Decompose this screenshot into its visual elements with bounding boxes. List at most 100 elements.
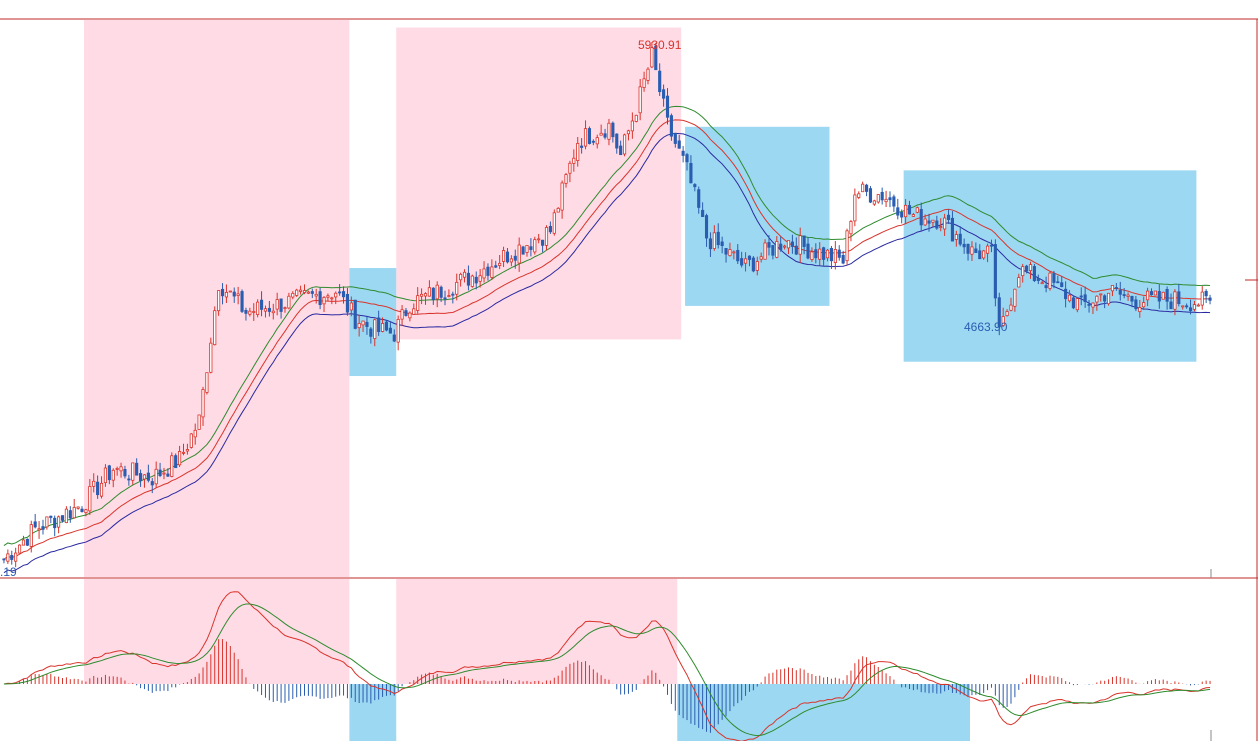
candle-body: [630, 120, 634, 132]
candle-body: [1173, 291, 1177, 310]
candle-body: [521, 246, 525, 255]
candle-body: [763, 242, 767, 260]
candle-body: [361, 320, 365, 326]
candle-body: [853, 194, 857, 222]
candle-body: [993, 244, 997, 299]
candle-body: [271, 310, 275, 314]
candle-body: [1169, 301, 1173, 310]
candle-body: [884, 198, 888, 203]
candle-body: [326, 295, 330, 298]
candle-body: [25, 538, 29, 546]
candle-body: [724, 248, 728, 255]
candle-body: [310, 291, 314, 294]
candle-body: [49, 515, 53, 518]
left-price-label: .19: [0, 565, 17, 579]
candle-body: [494, 265, 498, 268]
candle-body: [252, 311, 256, 313]
moving-average-line: [3, 119, 1211, 560]
candle-body: [357, 323, 361, 329]
candle-body: [529, 246, 533, 250]
candle-body: [880, 191, 884, 201]
candle-body: [1009, 304, 1013, 311]
candle-body: [291, 292, 295, 298]
candle-body: [1122, 294, 1126, 296]
candle-body: [1040, 282, 1044, 285]
candle-body: [248, 310, 252, 315]
candle-body: [1079, 295, 1083, 298]
candle-body: [1149, 291, 1154, 296]
candle-body: [76, 506, 80, 509]
candle-body: [736, 249, 740, 262]
candle-body: [209, 342, 213, 373]
macd-dif-line: [3, 591, 1211, 741]
candle-body: [1188, 307, 1193, 312]
high-price-label: 5930.91: [638, 38, 682, 52]
candle-body: [580, 145, 584, 148]
candle-body: [10, 555, 14, 560]
candle-body: [423, 293, 428, 297]
candle-body: [380, 323, 385, 332]
candle-body: [29, 524, 33, 547]
pink-zone: [83, 20, 350, 577]
candle-body: [322, 296, 326, 305]
candle-body: [759, 256, 763, 260]
macd-pink-zone: [83, 579, 350, 684]
candle-body: [150, 481, 154, 486]
candle-body: [1114, 287, 1118, 289]
candle-body: [1177, 291, 1181, 304]
candle-body: [1208, 297, 1212, 301]
macd-blue-zone: [349, 684, 397, 741]
candle-body: [747, 255, 752, 260]
candle-body: [213, 310, 217, 346]
candle-body: [341, 291, 346, 298]
candle-body: [14, 552, 18, 562]
candle-body: [353, 299, 357, 329]
candle-body: [704, 215, 709, 239]
candle-body: [950, 217, 955, 242]
candle-body: [1138, 307, 1142, 313]
candle-body: [142, 474, 147, 480]
candle-body: [107, 465, 111, 481]
candle-body: [232, 291, 236, 297]
candle-body: [900, 212, 904, 218]
blue-zone: [903, 170, 1197, 362]
candle-body: [384, 321, 389, 331]
candle-body: [1001, 316, 1005, 326]
candle-body: [802, 235, 806, 247]
candle-body: [1091, 302, 1095, 308]
candle-body: [1181, 305, 1185, 308]
candle-body: [166, 473, 170, 477]
candle-body: [365, 322, 369, 327]
highlight-zones: [83, 20, 1197, 577]
candle-body: [556, 207, 560, 213]
candle-body: [779, 243, 783, 250]
candle-body: [552, 212, 556, 234]
candle-body: [845, 230, 849, 262]
candle-body: [888, 197, 892, 201]
candle-body: [37, 528, 41, 531]
candle-body: [439, 286, 443, 298]
candle-body: [377, 317, 381, 333]
candle-body: [447, 295, 451, 297]
candle-body: [743, 258, 748, 264]
candle-body: [658, 70, 662, 93]
candle-body: [1196, 304, 1200, 307]
candle-body: [720, 241, 724, 247]
candle-body: [665, 95, 670, 118]
candle-body: [708, 238, 713, 250]
candle-body: [498, 262, 502, 266]
candle-body: [587, 128, 592, 144]
candle-body: [767, 242, 771, 248]
candle-body: [615, 133, 619, 149]
candle-body: [786, 240, 791, 249]
candle-body: [810, 251, 814, 260]
candle-body: [1106, 292, 1111, 305]
candle-body: [923, 218, 927, 226]
candle-body: [224, 291, 229, 298]
candle-body: [1153, 290, 1157, 296]
candles: [2, 42, 1212, 568]
macd-dea-line: [3, 603, 1211, 737]
candle-body: [400, 309, 404, 320]
candle-body: [798, 235, 802, 255]
